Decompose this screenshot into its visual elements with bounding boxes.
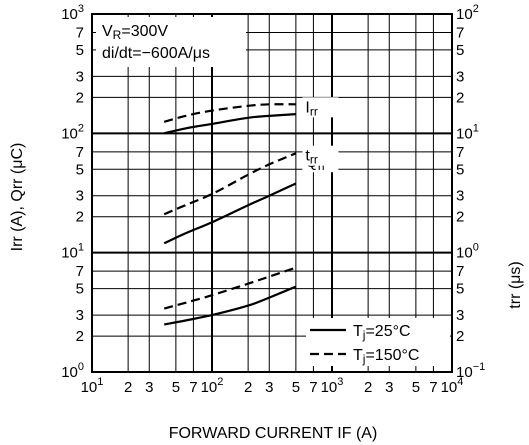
x-tick-label: 103 xyxy=(321,376,344,396)
annotations: VR=300Vdi/dt=−600A/μsIrrQrrtrrTj=25°CTj=… xyxy=(96,17,450,366)
right-y-tick-label: 101 xyxy=(456,122,479,142)
series-label-irr: Irr xyxy=(305,99,317,118)
right-y-tick-label: 3 xyxy=(456,68,464,85)
right-y-tick-label: 5 xyxy=(456,42,464,59)
right-y-tick-label: 2 xyxy=(456,209,464,226)
x-tick-label: 2 xyxy=(244,379,252,396)
x-tick-label: 102 xyxy=(201,376,224,396)
left-y-tick-label: 101 xyxy=(61,242,84,262)
series-label-trr: trr xyxy=(305,148,317,167)
series-label-bg xyxy=(302,145,339,166)
x-tick-label: 5 xyxy=(172,379,180,396)
left-y-tick-label: 7 xyxy=(76,263,84,280)
x-tick-label: 7 xyxy=(189,379,197,396)
series-irr-solid xyxy=(163,113,296,135)
left-y-tick-label: 2 xyxy=(76,89,84,106)
series-trr-dashed xyxy=(163,266,297,310)
series-trr-solid xyxy=(163,285,297,326)
left-y-tick-label: 3 xyxy=(76,188,84,205)
x-tick-label: 7 xyxy=(429,379,437,396)
condition-vr: VR=300V xyxy=(102,23,168,42)
right-y-tick-label: 7 xyxy=(456,24,464,41)
right-y-tick-label: 2 xyxy=(456,89,464,106)
right-y-tick-label: 3 xyxy=(456,188,464,205)
right-y-tick-label: 2 xyxy=(456,328,464,345)
left-y-tick-label: 7 xyxy=(76,24,84,41)
x-tick-label: 3 xyxy=(265,379,273,396)
right-y-tick-label: 3 xyxy=(456,307,464,324)
x-tick-label: 2 xyxy=(124,379,132,396)
left-y-tick-label: 5 xyxy=(76,281,84,298)
right-y-axis-label: trr (μs) xyxy=(507,261,524,308)
x-tick-label: 7 xyxy=(309,379,317,396)
right-y-tick-label: 100 xyxy=(456,242,479,262)
grid xyxy=(91,13,453,373)
x-tick-label: 2 xyxy=(364,379,372,396)
left-y-tick-label: 103 xyxy=(61,3,84,23)
left-y-tick-label: 5 xyxy=(76,161,84,178)
series-label-bg xyxy=(302,97,339,118)
plot-frame xyxy=(91,13,453,373)
series-qrr-solid xyxy=(163,182,297,245)
left-y-tick-label: 3 xyxy=(76,307,84,324)
right-y-tick-label: 7 xyxy=(456,144,464,161)
left-y-tick-label: 2 xyxy=(76,328,84,345)
right-y-tick-label: 5 xyxy=(456,161,464,178)
series-irr-dashed xyxy=(163,103,296,123)
legend-label: Tj=150°C xyxy=(353,347,419,366)
curves xyxy=(163,103,297,326)
left-y-tick-label: 100 xyxy=(61,361,84,381)
right-y-tick-label: 102 xyxy=(456,3,479,23)
left-y-tick-label: 7 xyxy=(76,144,84,161)
conditions-box xyxy=(96,17,246,67)
x-tick-labels: 101 2 3 5 7 102 2 3 5 7 103 2 3 5 7 104 xyxy=(81,376,464,396)
x-tick-label: 5 xyxy=(292,379,300,396)
condition-didt: di/dt=−600A/μs xyxy=(102,45,210,62)
x-axis-label: FORWARD CURRENT IF (A) xyxy=(169,425,378,442)
series-qrr-dashed xyxy=(163,152,297,216)
x-tick-label: 3 xyxy=(385,379,393,396)
x-tick-label: 3 xyxy=(145,379,153,396)
right-y-tick-label: 7 xyxy=(456,263,464,280)
x-tick-label: 5 xyxy=(412,379,420,396)
legend-box xyxy=(306,318,450,366)
right-y-tick-label: 5 xyxy=(456,281,464,298)
left-y-axis-label: Irr (A), Qrr (μC) xyxy=(9,143,26,252)
left-y-tick-label: 3 xyxy=(76,68,84,85)
left-y-tick-label: 2 xyxy=(76,209,84,226)
left-y-tick-label: 102 xyxy=(61,122,84,142)
legend-label: Tj=25°C xyxy=(353,323,411,342)
left-y-tick-label: 5 xyxy=(76,42,84,59)
x-tick-label: 104 xyxy=(441,376,464,396)
x-tick-label: 101 xyxy=(81,376,104,396)
right-y-tick-label: 10−1 xyxy=(456,361,485,381)
